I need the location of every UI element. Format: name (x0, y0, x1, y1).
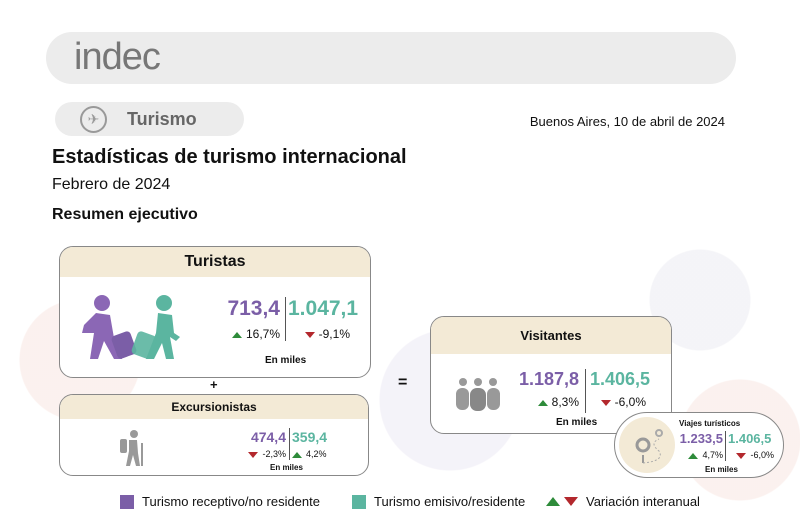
viajes-emisivo-value: 1.406,5 (728, 431, 772, 446)
turistas-receptivo-var: 16,7% (245, 327, 280, 341)
legend-emisivo: Turismo emisivo/residente (352, 494, 525, 509)
visitantes-unit: En miles (556, 417, 598, 428)
viajes-unit: En miles (705, 465, 738, 474)
topic-pill: ✈ Turismo (55, 102, 244, 136)
excursionistas-card: Excursionistas 474,4 359,4 -2,3% 4,2% En… (59, 394, 369, 476)
divider (725, 431, 726, 461)
divider (289, 428, 290, 460)
visitantes-card: Visitantes 1.187,8 1.406,5 8,3% -6,0% En… (430, 316, 672, 434)
legend-receptivo: Turismo receptivo/no residente (120, 494, 320, 509)
viajes-receptivo-var: 4,7% (702, 450, 723, 460)
down-arrow-icon (600, 399, 611, 406)
viajes-card: Viajes turísticos 1.233,5 1.406,5 4,7% -… (614, 412, 784, 478)
visitantes-receptivo-var: 8,3% (551, 395, 579, 409)
viajes-receptivo-value: 1.233,5 (679, 431, 723, 446)
turistas-title: Turistas (60, 247, 370, 277)
emisivo-swatch (352, 494, 366, 509)
turistas-unit: En miles (265, 355, 307, 366)
section-title: Resumen ejecutivo (52, 206, 198, 223)
viajes-emisivo-var: -6,0% (750, 450, 774, 460)
header-bar: indec (46, 32, 736, 84)
group-icon (456, 378, 500, 411)
indec-logo: indec (74, 36, 161, 78)
turistas-emisivo-value: 1.047,1 (288, 297, 359, 320)
down-arrow-icon (248, 451, 259, 458)
excursionistas-emisivo-value: 359,4 (292, 429, 328, 445)
tourism-icon: ✈ (80, 106, 107, 133)
up-arrow-icon (231, 331, 242, 338)
turistas-emisivo-var: -9,1% (318, 327, 350, 341)
divider (285, 297, 286, 341)
page-title: Estadísticas de turismo internacional (52, 146, 407, 168)
equals-sign: = (398, 374, 408, 391)
hiker-icon (120, 430, 143, 466)
visitantes-emisivo-var: -6,0% (614, 395, 646, 409)
down-arrow-icon (304, 331, 315, 338)
visitantes-title: Visitantes (431, 317, 671, 354)
travelers-icon (82, 295, 180, 359)
up-arrow-icon (292, 451, 302, 458)
date-text: Buenos Aires, 10 de abril de 2024 (529, 114, 725, 129)
down-arrow-icon (736, 452, 747, 459)
receptivo-swatch (120, 494, 134, 509)
turistas-card: Turistas 713,4 1.047,1 16,7% -9,1% En mi… (59, 246, 371, 378)
visitantes-emisivo-value: 1.406,5 (590, 369, 651, 389)
visitantes-receptivo-value: 1.187,8 (518, 369, 579, 389)
legend-emisivo-label: Turismo emisivo/residente (374, 494, 526, 509)
viajes-title: Viajes turísticos (679, 419, 741, 428)
up-arrow-icon (546, 497, 560, 506)
excursionistas-title: Excursionistas (60, 395, 368, 419)
legend-variacion-label: Variación interanual (586, 494, 700, 509)
turistas-receptivo-value: 713,4 (227, 297, 280, 320)
plus-sign: + (210, 377, 218, 392)
excursionistas-receptivo-value: 474,4 (250, 429, 286, 445)
legend-receptivo-label: Turismo receptivo/no residente (142, 494, 320, 509)
excursionistas-emisivo-var: 4,2% (306, 449, 327, 459)
route-icon (619, 417, 675, 473)
divider (585, 369, 586, 413)
page-subtitle: Febrero de 2024 (52, 176, 171, 193)
down-arrow-icon (564, 497, 578, 506)
up-arrow-icon (688, 452, 699, 459)
up-arrow-icon (537, 399, 548, 406)
excursionistas-unit: En miles (270, 463, 303, 472)
legend-variacion: Variación interanual (546, 494, 700, 509)
excursionistas-receptivo-var: -2,3% (262, 449, 286, 459)
topic-label: Turismo (127, 109, 197, 129)
